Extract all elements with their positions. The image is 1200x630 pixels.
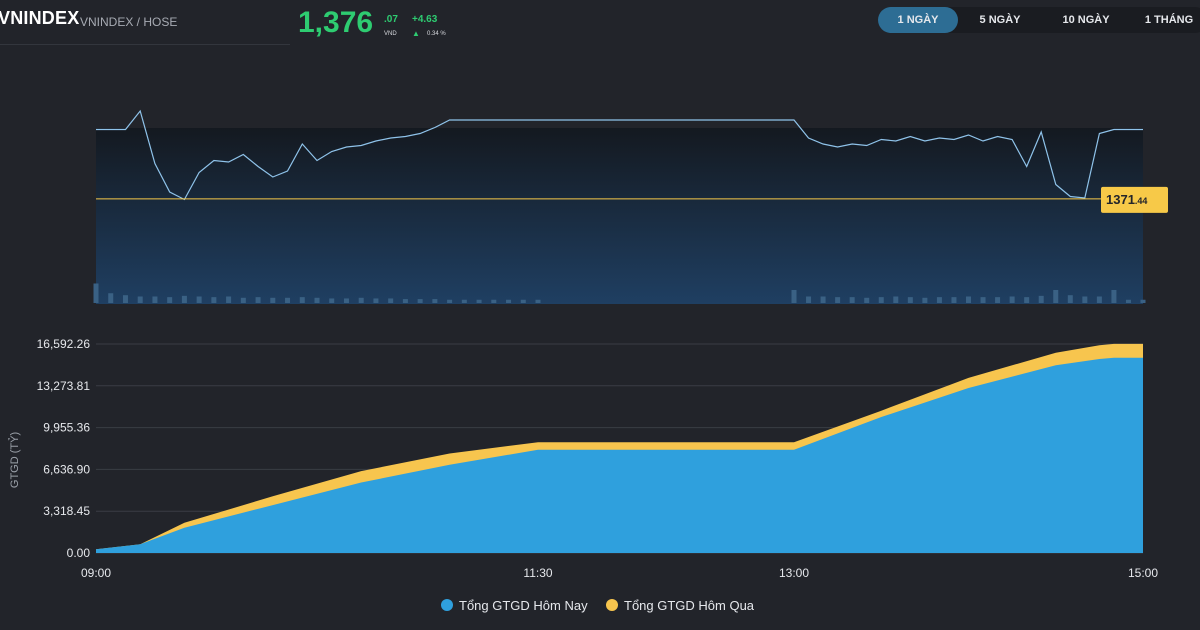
x-tick-label: 11:30 bbox=[523, 566, 552, 580]
volume-bar bbox=[1024, 297, 1030, 303]
volume-bar bbox=[152, 296, 158, 303]
volume-bar bbox=[432, 299, 438, 303]
legend-dot-today bbox=[441, 599, 453, 611]
volume-bar bbox=[936, 297, 942, 303]
up-arrow-icon: ▲ bbox=[412, 29, 420, 38]
volume-bar bbox=[806, 296, 812, 303]
volume-bar bbox=[1067, 295, 1073, 303]
volume-bar bbox=[299, 297, 305, 303]
volume-bar bbox=[951, 297, 957, 303]
tab-10-ngay[interactable]: 10 NGÀY bbox=[1062, 14, 1110, 26]
legend-label-today: Tổng GTGD Hôm Nay bbox=[459, 598, 588, 613]
price-chart-bg bbox=[96, 128, 1143, 304]
volume-bar bbox=[402, 299, 408, 303]
volume-bar bbox=[1140, 299, 1146, 303]
volume-bar bbox=[196, 296, 202, 303]
y-tick-label: 0.00 bbox=[67, 546, 91, 560]
volume-bar bbox=[864, 297, 870, 303]
volume-bar bbox=[1125, 299, 1131, 303]
legend-dot-yesterday bbox=[606, 599, 618, 611]
y-axis-label: GTGD (TỶ) bbox=[8, 432, 21, 488]
volume-bar bbox=[980, 297, 986, 303]
volume-bar bbox=[520, 299, 526, 303]
volume-bar bbox=[922, 297, 928, 303]
volume-bar bbox=[506, 299, 512, 303]
volume-bar bbox=[1053, 290, 1059, 303]
tab-1-thang[interactable]: 1 THÁNG bbox=[1144, 14, 1194, 26]
tab-1-ngay[interactable]: 1 NGÀY bbox=[878, 7, 958, 33]
volume-bar bbox=[849, 297, 855, 303]
exchange-label: VNINDEX / HOSE bbox=[80, 15, 178, 29]
reference-label-text: 1371.44 bbox=[1106, 192, 1147, 207]
x-tick-label: 09:00 bbox=[81, 566, 111, 580]
change-absolute: +4.63 bbox=[412, 14, 438, 25]
volume-bar bbox=[122, 295, 128, 303]
legend: Tổng GTGD Hôm Nay Tổng GTGD Hôm Qua bbox=[441, 598, 755, 613]
volume-bar bbox=[907, 297, 913, 303]
volume-bar bbox=[835, 297, 841, 303]
range-tabs: 1 NGÀY 5 NGÀY 10 NGÀY 1 THÁNG bbox=[878, 7, 1200, 33]
y-axis-ticks: 0.00 3,318.45 6,636.90 9,955.36 13,273.81 16,… bbox=[37, 337, 91, 560]
currency-label: VND bbox=[384, 31, 397, 37]
ticker-box: VNINDEX VNINDEX / HOSE bbox=[0, 0, 290, 45]
reference-label-bg bbox=[1101, 186, 1168, 213]
volume-bars bbox=[93, 283, 1146, 303]
volume-bar bbox=[461, 299, 467, 303]
volume-bar bbox=[1082, 296, 1088, 303]
volume-bar bbox=[966, 296, 971, 303]
volume-bar bbox=[93, 283, 99, 303]
x-axis-ticks: 09:00 11:30 13:00 15:00 bbox=[81, 566, 1158, 580]
volume-bar bbox=[358, 297, 364, 303]
y-tick-label: 6,636.90 bbox=[43, 462, 90, 476]
volume-bar bbox=[270, 297, 276, 303]
volume-bar bbox=[476, 299, 482, 303]
volume-bar bbox=[535, 299, 541, 303]
volume-bar bbox=[108, 293, 114, 303]
volume-bar bbox=[137, 296, 143, 303]
volume-bar bbox=[995, 297, 1001, 303]
tab-5-ngay[interactable]: 5 NGÀY bbox=[979, 14, 1021, 26]
price-chart: 1371.44 bbox=[93, 109, 1168, 304]
y-tick-label: 9,955.36 bbox=[43, 421, 90, 435]
volume-bar bbox=[417, 299, 423, 303]
volume-bar bbox=[791, 290, 797, 303]
volume-bar bbox=[1096, 296, 1102, 303]
x-tick-label: 13:00 bbox=[779, 566, 809, 580]
volume-bar bbox=[285, 297, 291, 303]
y-tick-label: 3,318.45 bbox=[43, 504, 90, 518]
volume-bar bbox=[893, 296, 899, 303]
price-decimal: .07 bbox=[384, 14, 398, 25]
volume-bar bbox=[373, 298, 379, 303]
change-percent: 0.34 % bbox=[427, 31, 446, 37]
price-line bbox=[96, 109, 1143, 201]
volume-bar bbox=[447, 299, 453, 303]
volume-bar bbox=[1009, 296, 1015, 303]
volume-bar bbox=[167, 297, 173, 303]
volume-bar bbox=[240, 297, 246, 303]
volume-bar bbox=[878, 297, 884, 303]
volume-bar bbox=[255, 297, 261, 303]
area-today bbox=[96, 357, 1143, 553]
header: VNINDEX VNINDEX / HOSE 1,376 .07 VND +4.… bbox=[0, 0, 1200, 45]
reference-label: 1371.44 bbox=[1101, 186, 1168, 213]
volume-bar bbox=[211, 297, 217, 303]
x-tick-label: 15:00 bbox=[1128, 566, 1158, 580]
volume-bar bbox=[1038, 295, 1044, 303]
y-tick-label: 13,273.81 bbox=[37, 379, 91, 393]
volume-bar bbox=[226, 296, 232, 303]
price-main: 1,376 bbox=[298, 6, 374, 39]
ticker-name: VNINDEX bbox=[0, 8, 80, 28]
volume-bar bbox=[314, 297, 320, 303]
volume-bar bbox=[491, 299, 497, 303]
volume-bar bbox=[388, 298, 394, 303]
volume-bar bbox=[329, 298, 335, 303]
y-tick-label: 16,592.26 bbox=[37, 337, 91, 351]
volume-bar bbox=[1111, 290, 1117, 303]
volume-bar bbox=[343, 298, 349, 303]
volume-bar bbox=[181, 295, 187, 303]
legend-label-yesterday: Tổng GTGD Hôm Qua bbox=[624, 598, 755, 613]
volume-bar bbox=[820, 296, 826, 303]
